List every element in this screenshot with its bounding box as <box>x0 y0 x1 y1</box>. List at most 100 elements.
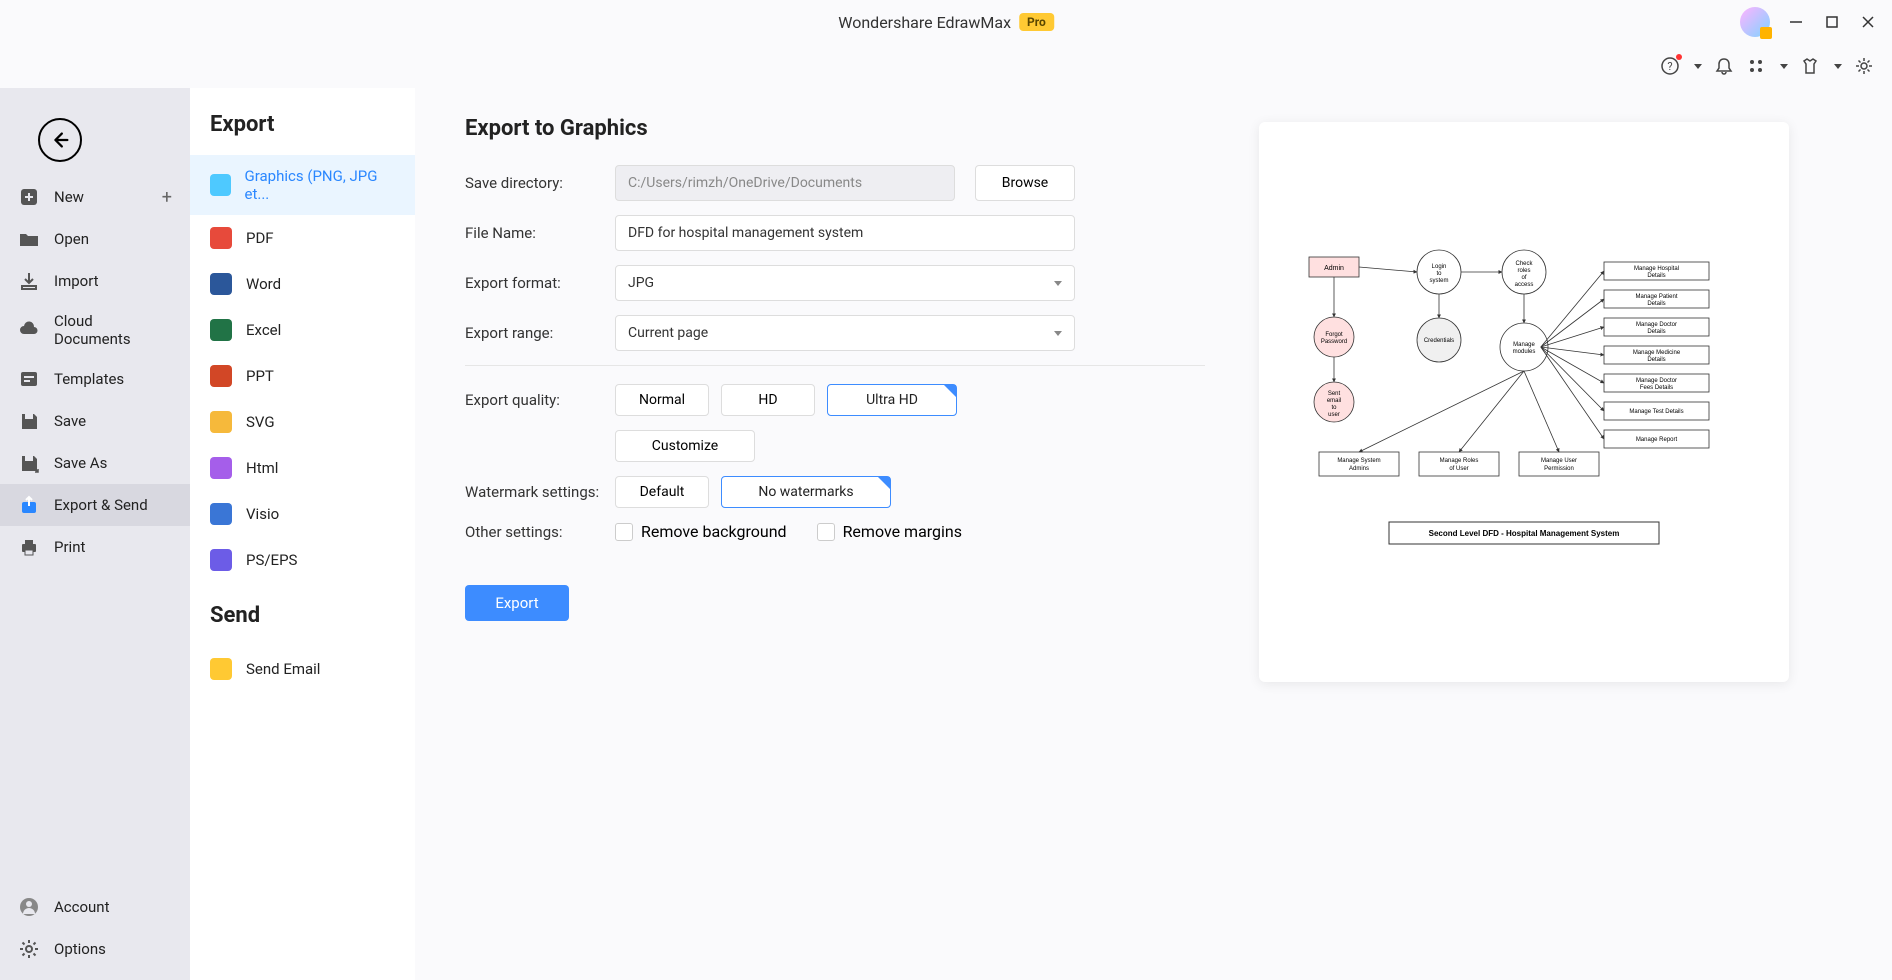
theme-dropdown-icon[interactable] <box>1834 64 1842 69</box>
format-label: Export format: <box>465 274 615 292</box>
sidebar-item-options[interactable]: Options <box>0 928 190 970</box>
svg-text:Password: Password <box>1320 339 1346 345</box>
svg-text:Sent: Sent <box>1327 391 1340 397</box>
svg-text:of User: of User <box>1449 466 1468 472</box>
email-icon <box>210 658 232 680</box>
tshirt-icon[interactable] <box>1800 56 1820 76</box>
file-type-icon <box>210 273 232 295</box>
sidebar-item-export-send[interactable]: Export & Send <box>0 484 190 526</box>
file-type-icon <box>210 411 232 433</box>
quality-ultra-hd[interactable]: Ultra HD <box>827 384 957 416</box>
new-plus-icon[interactable]: + <box>162 187 172 208</box>
export-type-ps-eps[interactable]: PS/EPS <box>190 537 415 583</box>
save-dir-input[interactable] <box>615 165 955 201</box>
svg-text:email: email <box>1326 398 1340 404</box>
watermark-label: Watermark settings: <box>465 483 615 501</box>
export-type-pdf[interactable]: PDF <box>190 215 415 261</box>
sidebar-item-templates[interactable]: Templates <box>0 358 190 400</box>
open-icon <box>18 228 40 250</box>
send-type-send-email[interactable]: Send Email <box>190 646 415 692</box>
range-label: Export range: <box>465 324 615 342</box>
format-select[interactable]: JPG <box>615 265 1075 301</box>
svg-text:Manage Medicine: Manage Medicine <box>1632 350 1680 356</box>
titlebar-right <box>1740 7 1892 37</box>
other-label: Other settings: <box>465 523 615 541</box>
svg-text:Details: Details <box>1647 329 1665 335</box>
new-icon <box>18 186 40 208</box>
user-avatar[interactable] <box>1740 7 1770 37</box>
account-icon <box>18 896 40 918</box>
title-bar: Wondershare EdrawMax Pro <box>0 0 1892 44</box>
svg-text:Manage: Manage <box>1513 342 1535 348</box>
svg-text:Details: Details <box>1647 357 1665 363</box>
svg-text:Login: Login <box>1431 264 1446 270</box>
help-icon[interactable]: ? <box>1660 56 1680 76</box>
svg-text:Manage Test Details: Manage Test Details <box>1629 409 1683 415</box>
maximize-button[interactable] <box>1822 12 1842 32</box>
remove-bg-checkbox[interactable] <box>615 523 633 541</box>
svg-text:system: system <box>1429 278 1448 284</box>
svg-text:modules: modules <box>1512 349 1535 355</box>
svg-text:?: ? <box>1667 60 1672 73</box>
save-icon <box>18 410 40 432</box>
svg-text:Manage Report: Manage Report <box>1635 437 1677 443</box>
sidebar-item-save[interactable]: Save <box>0 400 190 442</box>
quality-normal[interactable]: Normal <box>615 384 709 416</box>
browse-button[interactable]: Browse <box>975 165 1075 201</box>
app-title: Wondershare EdrawMax Pro <box>838 13 1054 32</box>
svg-text:user: user <box>1328 412 1340 418</box>
file-type-icon <box>210 457 232 479</box>
export-type-excel[interactable]: Excel <box>190 307 415 353</box>
svg-text:Admin: Admin <box>1324 265 1344 272</box>
gear-icon[interactable] <box>1854 56 1874 76</box>
file-type-icon <box>210 227 232 249</box>
remove-margins-checkbox[interactable] <box>817 523 835 541</box>
export-type-graphics-png-jpg-et-[interactable]: Graphics (PNG, JPG et... <box>190 155 415 215</box>
svg-text:Admins: Admins <box>1348 466 1368 472</box>
svg-text:Forgot: Forgot <box>1325 332 1343 338</box>
form-divider <box>465 365 1205 366</box>
sidebar-item-open[interactable]: Open <box>0 218 190 260</box>
back-button[interactable] <box>38 118 82 162</box>
export-type-word[interactable]: Word <box>190 261 415 307</box>
preview-card: AdminLogintosystemCheckrolesofaccessForg… <box>1259 122 1789 682</box>
sidebar-item-import[interactable]: Import <box>0 260 190 302</box>
quality-hd[interactable]: HD <box>721 384 815 416</box>
file-type-icon <box>210 365 232 387</box>
shortcuts-dropdown-icon[interactable] <box>1780 64 1788 69</box>
export-type-ppt[interactable]: PPT <box>190 353 415 399</box>
remove-margins-option[interactable]: Remove margins <box>817 522 962 541</box>
sidebar-item-new[interactable]: New+ <box>0 176 190 218</box>
svg-text:to: to <box>1436 271 1442 277</box>
options-icon <box>18 938 40 960</box>
svg-text:Manage Roles: Manage Roles <box>1439 458 1478 464</box>
minimize-button[interactable] <box>1786 12 1806 32</box>
export-type-html[interactable]: Html <box>190 445 415 491</box>
remove-bg-option[interactable]: Remove background <box>615 522 787 541</box>
save-as-icon <box>18 452 40 474</box>
close-button[interactable] <box>1858 12 1878 32</box>
svg-text:Details: Details <box>1647 273 1665 279</box>
range-select[interactable]: Current page <box>615 315 1075 351</box>
sidebar-item-cloud-documents[interactable]: Cloud Documents <box>0 302 190 358</box>
save-dir-label: Save directory: <box>465 174 615 192</box>
export-type-svg[interactable]: SVG <box>190 399 415 445</box>
export-button[interactable]: Export <box>465 585 569 621</box>
bell-icon[interactable] <box>1714 56 1734 76</box>
app-name: Wondershare EdrawMax <box>838 13 1011 32</box>
send-heading: Send <box>190 603 415 646</box>
file-type-icon <box>210 549 232 571</box>
customize-button[interactable]: Customize <box>615 430 755 462</box>
help-dropdown-icon[interactable] <box>1694 64 1702 69</box>
svg-text:Manage System: Manage System <box>1337 458 1380 464</box>
sidebar-item-print[interactable]: Print <box>0 526 190 568</box>
svg-text:roles: roles <box>1517 268 1530 274</box>
sidebar-item-account[interactable]: Account <box>0 886 190 928</box>
export-type-visio[interactable]: Visio <box>190 491 415 537</box>
watermark-no-watermarks[interactable]: No watermarks <box>721 476 891 508</box>
sidebar-item-save-as[interactable]: Save As <box>0 442 190 484</box>
shortcuts-icon[interactable] <box>1746 56 1766 76</box>
watermark-default[interactable]: Default <box>615 476 709 508</box>
file-name-input[interactable] <box>615 215 1075 251</box>
svg-text:Manage Hospital: Manage Hospital <box>1633 266 1678 272</box>
